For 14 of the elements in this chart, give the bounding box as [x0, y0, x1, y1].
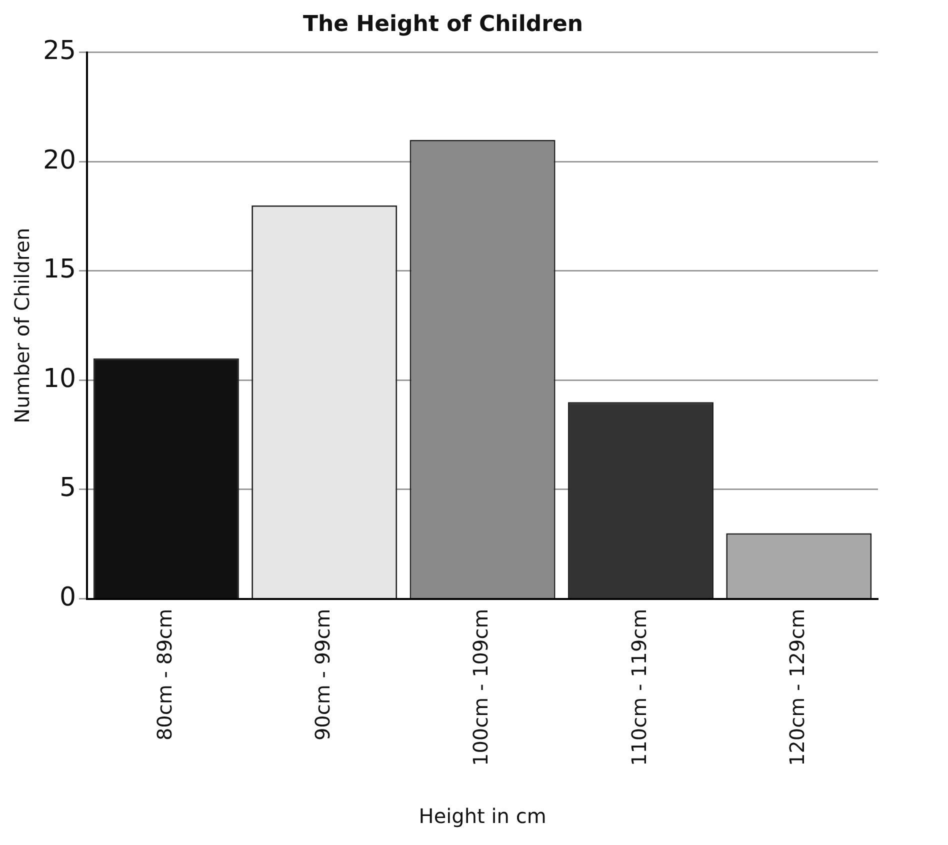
y-tick-label: 20 — [42, 145, 76, 176]
x-tick-label: 120cm - 129cm — [785, 608, 810, 766]
chart-title: The Height of Children — [302, 12, 584, 37]
x-tick-label: 100cm - 109cm — [468, 608, 493, 766]
y-tick-label: 5 — [60, 473, 76, 504]
x-tick-label: 90cm - 99cm — [310, 608, 335, 741]
y-tick-label: 25 — [42, 36, 76, 66]
y-tick-label: 10 — [42, 364, 76, 394]
y-tick-label: 15 — [42, 254, 76, 285]
y-axis-title: Number of Children — [10, 228, 34, 424]
x-tick-label: 80cm - 89cm — [152, 608, 176, 741]
x-tick-label: 110cm - 119cm — [626, 608, 651, 766]
x-axis-title: Height in cm — [418, 804, 546, 828]
y-tick-label: 0 — [60, 582, 76, 613]
